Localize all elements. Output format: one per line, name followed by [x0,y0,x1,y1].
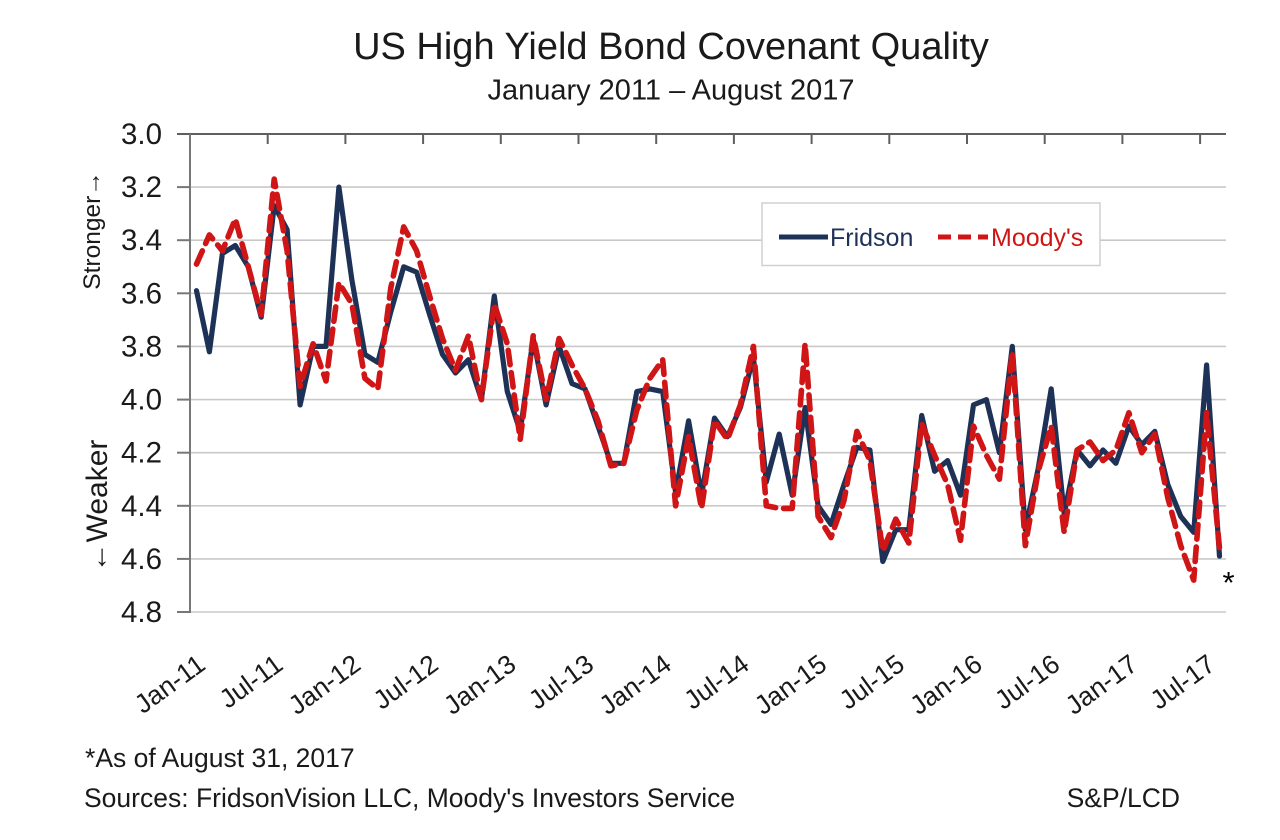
svg-text:3.4: 3.4 [121,224,162,257]
svg-text:4.4: 4.4 [121,490,162,523]
svg-text:4.2: 4.2 [121,437,162,470]
svg-text:3.2: 3.2 [121,171,162,204]
svg-text:US High Yield Bond Covenant Qu: US High Yield Bond Covenant Quality [353,26,989,68]
svg-text:←Weaker: ←Weaker [81,440,114,573]
svg-text:January 2011 – August 2017: January 2011 – August 2017 [487,75,854,107]
svg-text:3.8: 3.8 [121,330,162,363]
svg-text:Sources: FridsonVision LLC, Mo: Sources: FridsonVision LLC, Moody's Inve… [84,783,735,813]
svg-text:4.6: 4.6 [121,543,162,576]
svg-text:4.0: 4.0 [121,384,162,417]
svg-text:*: * [1222,565,1234,600]
svg-text:3.6: 3.6 [121,277,162,310]
svg-text:4.8: 4.8 [121,596,162,629]
svg-text:3.0: 3.0 [121,118,162,151]
svg-text:*As of August 31, 2017: *As of August 31, 2017 [85,743,355,773]
svg-text:S&P/LCD: S&P/LCD [1067,783,1180,813]
svg-text:Fridson: Fridson [830,224,913,252]
svg-text:Stronger→: Stronger→ [79,171,106,289]
svg-text:Moody's: Moody's [991,224,1083,252]
